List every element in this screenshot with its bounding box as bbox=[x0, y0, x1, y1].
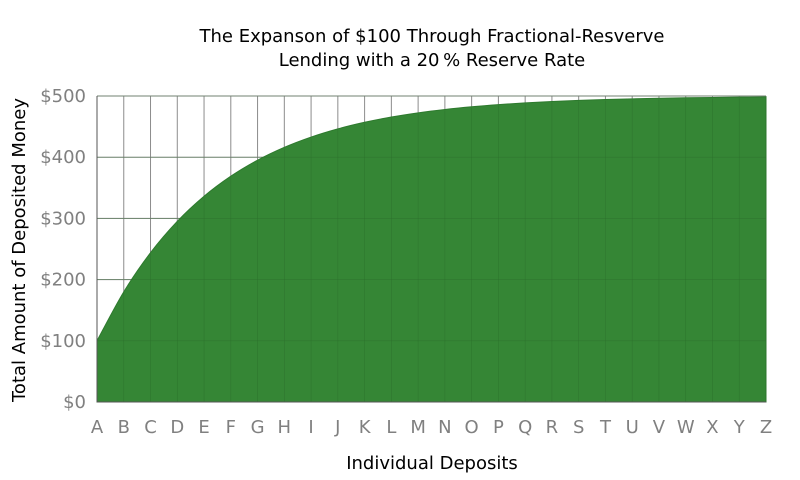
x-tick-label: U bbox=[626, 417, 639, 438]
x-tick-label: K bbox=[359, 417, 372, 438]
x-tick-label: S bbox=[573, 417, 584, 438]
y-tick-label: $100 bbox=[40, 331, 86, 352]
x-tick-label: V bbox=[653, 417, 666, 438]
x-tick-label: Y bbox=[733, 417, 746, 438]
area-fill bbox=[96, 96, 767, 403]
y-tick-label: $300 bbox=[40, 208, 86, 229]
grid-overlay bbox=[96, 95, 767, 402]
x-tick-label: M bbox=[410, 417, 426, 438]
y-tick-label: $400 bbox=[40, 147, 86, 168]
area-series bbox=[96, 96, 767, 403]
y-axis-ticks: $0 $100 $200 $300 $400 $500 bbox=[40, 86, 86, 413]
x-tick-label: I bbox=[308, 417, 313, 438]
x-tick-label: E bbox=[198, 417, 209, 438]
x-tick-label: Z bbox=[760, 417, 772, 438]
x-tick-label: R bbox=[546, 417, 559, 438]
x-tick-label: F bbox=[226, 417, 236, 438]
axes bbox=[96, 96, 766, 403]
y-tick-label: $0 bbox=[63, 392, 86, 413]
x-tick-label: B bbox=[118, 417, 130, 438]
x-tick-label: O bbox=[465, 417, 479, 438]
chart-title-line-1: The Expanson of $100 Through Fractional-… bbox=[199, 26, 665, 47]
x-tick-label: H bbox=[278, 417, 292, 438]
chart-title-line-2: Lending with a 20 % Reserve Rate bbox=[279, 50, 586, 71]
x-tick-label: P bbox=[493, 417, 504, 438]
x-tick-label: L bbox=[386, 417, 396, 438]
y-tick-label: $500 bbox=[40, 86, 86, 107]
x-tick-label: N bbox=[438, 417, 451, 438]
y-tick-label: $200 bbox=[40, 270, 86, 291]
x-tick-label: G bbox=[251, 417, 265, 438]
y-axis-title: Total Amount of Deposited Money bbox=[9, 98, 30, 403]
x-tick-label: W bbox=[677, 417, 695, 438]
x-axis-title: Individual Deposits bbox=[346, 453, 518, 474]
x-tick-label: D bbox=[170, 417, 184, 438]
x-tick-label: Q bbox=[518, 417, 532, 438]
x-tick-label: J bbox=[334, 417, 340, 438]
x-tick-label: X bbox=[706, 417, 718, 438]
chart-title: The Expanson of $100 Through Fractional-… bbox=[199, 26, 665, 71]
x-tick-label: C bbox=[144, 417, 157, 438]
x-tick-label: T bbox=[599, 417, 612, 438]
x-tick-label: A bbox=[91, 417, 104, 438]
